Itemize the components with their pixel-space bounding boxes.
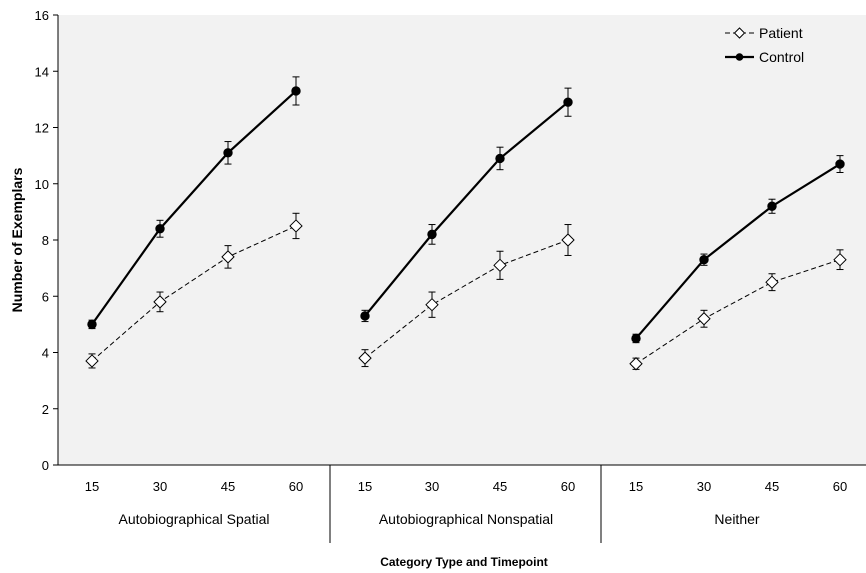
x-tick-label: 45 (765, 479, 779, 494)
patient-point (289, 219, 303, 233)
y-tick-label: 16 (35, 8, 49, 23)
x-tick-label: 45 (221, 479, 235, 494)
plot-background (58, 15, 866, 465)
patient-point (425, 297, 439, 312)
y-tick-label: 6 (42, 289, 49, 304)
legend: Patient Control (725, 25, 804, 65)
y-tick-label: 8 (42, 233, 49, 248)
x-axis-title: Category Type and Timepoint (380, 555, 548, 569)
x-tick-label: 30 (153, 479, 167, 494)
group-label: Autobiographical Nonspatial (379, 511, 553, 527)
x-tick-label: 60 (289, 479, 303, 494)
control-point (360, 311, 370, 321)
legend-control-marker (735, 53, 744, 61)
control-point (155, 224, 165, 234)
control-point (631, 333, 641, 344)
x-tick-label: 60 (833, 479, 847, 494)
control-point (767, 201, 777, 211)
legend-patient-label: Patient (759, 25, 803, 41)
control-point (223, 148, 233, 158)
y-tick-label: 14 (35, 64, 49, 79)
legend-patient-marker (733, 27, 746, 39)
x-tick-label: 15 (358, 479, 372, 494)
patient-series-line (364, 239, 569, 359)
y-axis-title: Number of Exemplars (9, 167, 25, 312)
x-tick-label: 60 (561, 479, 575, 494)
patient-point (697, 312, 711, 326)
patient-point (493, 258, 507, 273)
chart-marks (85, 76, 847, 371)
control-point (495, 153, 505, 164)
chart-labels: 0 2 4 6 8 10 12 14 16 15 30 45 60 Autobiographical Sp… (35, 8, 848, 527)
x-tick-label: 30 (425, 479, 439, 494)
y-tick-label: 0 (42, 458, 49, 473)
x-tick-label: 15 (85, 479, 99, 494)
patient-point (221, 250, 235, 264)
control-series-line (635, 163, 841, 340)
legend-control-label: Control (759, 49, 804, 65)
control-point (291, 86, 301, 96)
control-point (563, 97, 573, 107)
group-label: Autobiographical Spatial (119, 511, 270, 527)
x-tick-label: 45 (493, 479, 507, 494)
axes (53, 14, 866, 543)
patient-point (765, 275, 779, 289)
y-tick-label: 10 (35, 177, 49, 192)
control-point (427, 229, 437, 240)
y-tick-label: 4 (42, 346, 49, 361)
patient-point (833, 252, 847, 267)
patient-point (561, 233, 575, 247)
group-label: Neither (714, 511, 759, 527)
patient-point (358, 351, 372, 365)
patient-point (629, 357, 643, 371)
x-tick-label: 15 (629, 479, 643, 494)
control-point (87, 319, 97, 330)
patient-point (85, 354, 99, 368)
control-point (835, 159, 845, 169)
patient-point (153, 295, 167, 309)
control-series-line (91, 90, 297, 326)
patient-series-line (635, 259, 841, 365)
patient-series-line (91, 225, 297, 362)
control-series-line (364, 101, 569, 317)
control-point (699, 254, 709, 265)
y-tick-label: 12 (35, 121, 49, 136)
y-tick-label: 2 (42, 402, 49, 417)
x-tick-label: 30 (697, 479, 711, 494)
